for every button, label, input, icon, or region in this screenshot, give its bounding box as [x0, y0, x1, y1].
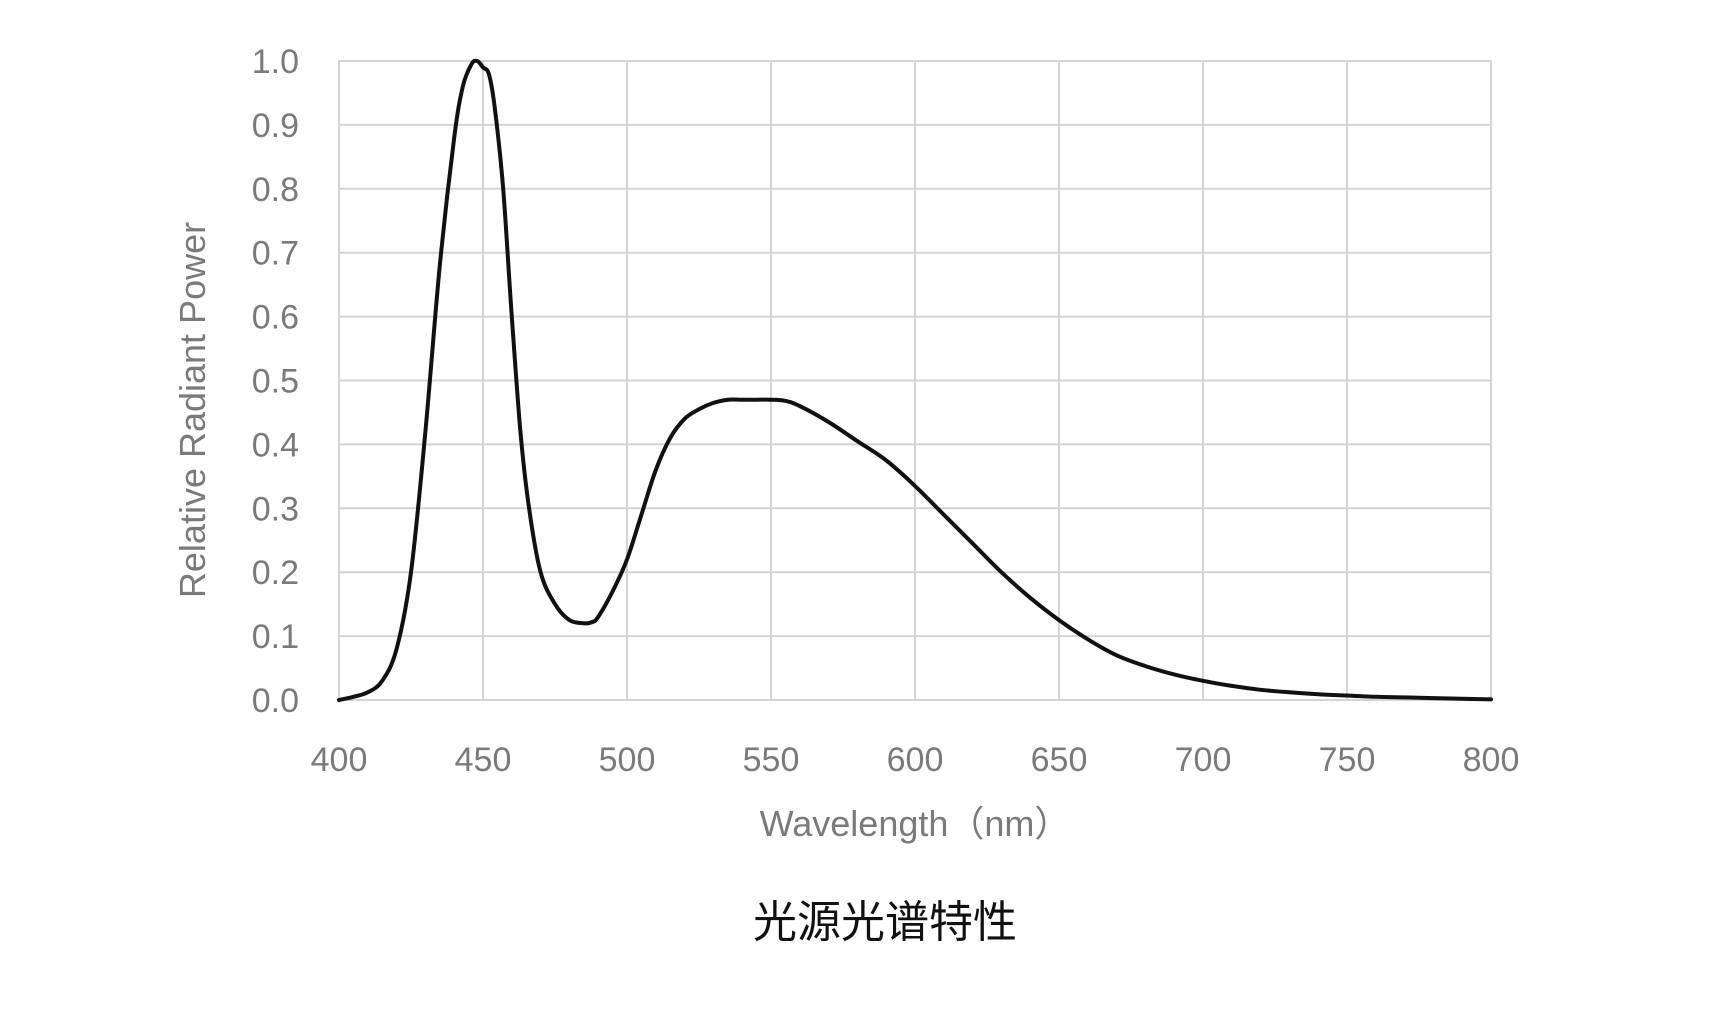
x-tick-label: 750: [1319, 741, 1376, 779]
figure-caption: 光源光谱特性: [753, 897, 1017, 948]
y-tick-label: 0.8: [252, 171, 299, 209]
x-tick-label: 800: [1463, 741, 1520, 779]
x-tick-label: 400: [311, 741, 368, 779]
x-axis-label: Wavelength（nm）: [760, 803, 1071, 844]
grid: [338, 60, 1492, 701]
series-line: [337, 58, 1493, 702]
y-tick-label: 0.7: [252, 235, 299, 273]
x-tick-label: 550: [743, 741, 800, 779]
y-tick-label: 0.3: [252, 490, 299, 528]
y-tick-label: 0.5: [252, 363, 299, 401]
x-tick-label: 500: [599, 741, 656, 779]
x-axis-ticks: 400 450 500 550 600 650 700 750 800: [311, 741, 1520, 779]
y-tick-label: 0.0: [252, 682, 299, 720]
y-tick-label: 0.2: [252, 554, 299, 592]
x-tick-label: 600: [887, 741, 944, 779]
y-axis-ticks: 0.0 0.1 0.2 0.3 0.4 0.5 0.6 0.7 0.8 0.9 1.0: [252, 43, 299, 720]
plot-area: [338, 60, 1492, 701]
y-tick-label: 0.6: [252, 299, 299, 337]
x-tick-label: 700: [1175, 741, 1232, 779]
y-tick-label: 1.0: [252, 43, 299, 81]
y-tick-label: 0.4: [252, 426, 299, 464]
x-tick-label: 450: [455, 741, 512, 779]
y-axis-label: Relative Radiant Power: [172, 222, 213, 598]
y-tick-label: 0.9: [252, 107, 299, 145]
y-tick-label: 0.1: [252, 618, 299, 656]
x-tick-label: 650: [1031, 741, 1088, 779]
